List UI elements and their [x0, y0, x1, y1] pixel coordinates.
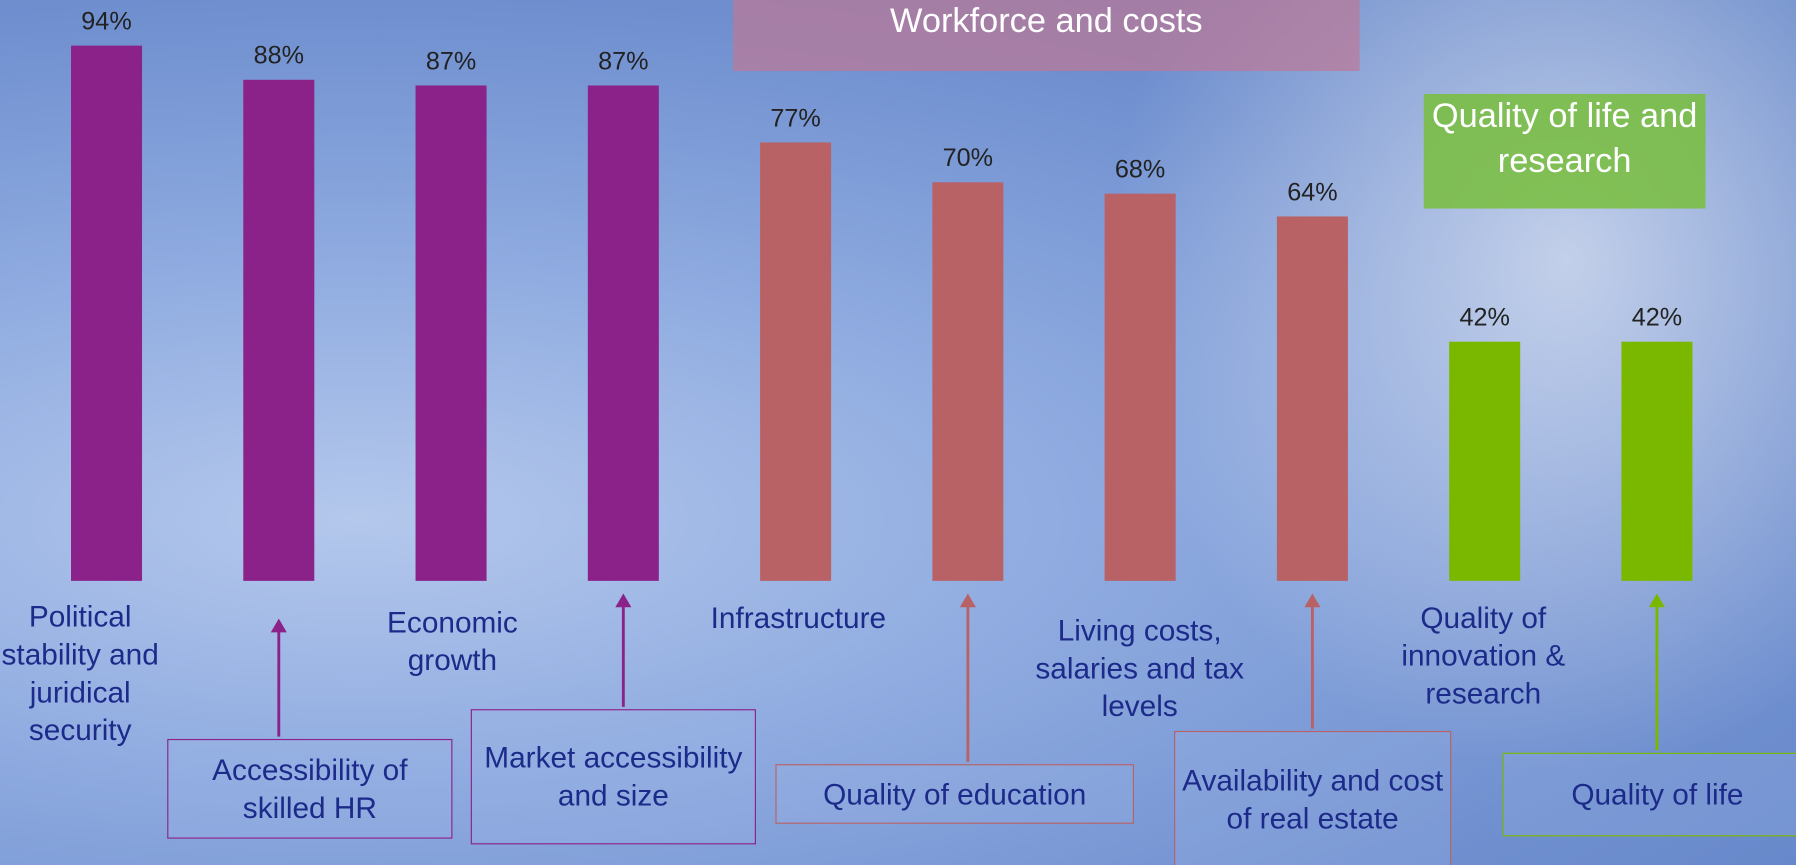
arrow-head [1648, 593, 1665, 608]
bar [1449, 341, 1521, 581]
arrow-head [615, 593, 632, 608]
value-label: 77% [770, 104, 820, 132]
bar [1104, 193, 1176, 581]
bar [415, 85, 487, 581]
category-label: Quality of innovation & research [1401, 600, 1566, 711]
category-label: Economic growth [387, 604, 518, 678]
bar [1621, 341, 1693, 581]
arrow-head [1304, 593, 1321, 608]
value-label: 87% [598, 47, 648, 75]
category-label: Quality of education [775, 764, 1134, 824]
category-label: Accessibility of skilled HR [167, 738, 453, 839]
bar [71, 45, 143, 581]
bar [1276, 216, 1348, 581]
group-label: Workforce and costs [733, 0, 1360, 72]
value-label: 64% [1287, 178, 1337, 206]
bar [243, 79, 315, 581]
value-label: 70% [943, 144, 993, 172]
category-label: Quality of life [1502, 752, 1796, 837]
bar [587, 85, 659, 581]
bar [932, 182, 1004, 581]
value-label: 94% [81, 8, 131, 36]
value-label: 88% [254, 42, 304, 70]
category-label: Living costs, salaries and tax levels [1035, 612, 1244, 723]
category-label: Infrastructure [710, 600, 887, 635]
arrow-head [959, 593, 976, 608]
category-label: Market accessibility and size [470, 709, 756, 845]
value-label: 42% [1459, 304, 1509, 332]
value-label: 42% [1632, 304, 1682, 332]
category-label: Political stability and juridical securi… [1, 599, 159, 747]
value-label: 87% [426, 47, 476, 75]
group-label: Quality of life and research [1423, 93, 1706, 209]
category-label: Availability and cost of real estate [1174, 730, 1452, 865]
value-label: 68% [1115, 156, 1165, 184]
bar [760, 142, 832, 581]
arrow-head [270, 618, 287, 633]
